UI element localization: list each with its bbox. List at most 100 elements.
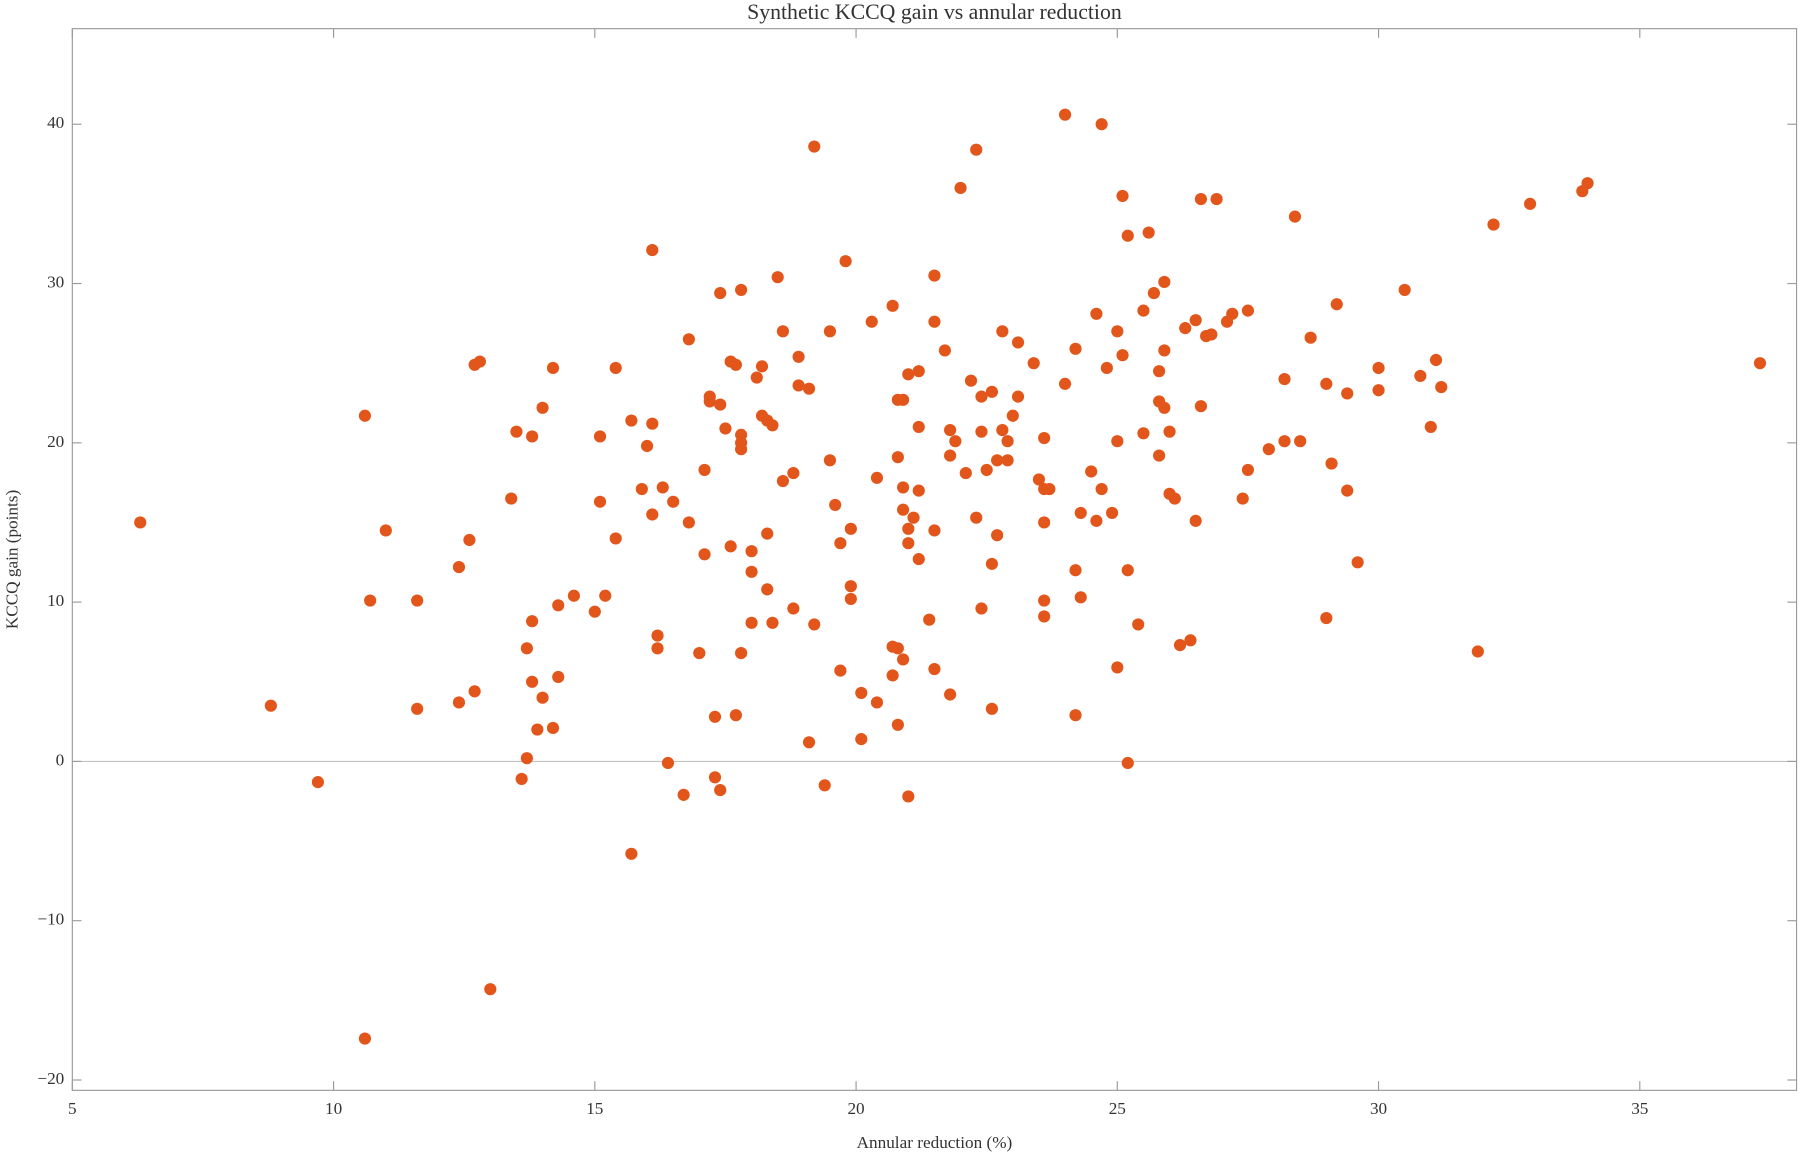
data-point (1320, 611, 1333, 625)
data-point (656, 481, 669, 494)
data-point (1090, 514, 1103, 527)
data-point (1241, 304, 1255, 317)
data-point (991, 454, 1004, 467)
x-axis-label: Annular reduction (%) (857, 1133, 1013, 1152)
data-point (1194, 400, 1207, 413)
data-point (1414, 369, 1427, 382)
data-point (1325, 457, 1338, 470)
data-point (1487, 218, 1500, 231)
data-point (792, 350, 805, 363)
data-point (818, 779, 831, 792)
data-point (949, 435, 962, 448)
data-point (1278, 373, 1291, 386)
data-point (714, 784, 727, 797)
y-tick-label: 30 (47, 272, 64, 291)
data-point (823, 454, 837, 467)
data-point (1100, 361, 1113, 375)
data-point (714, 398, 727, 411)
data-point (808, 140, 821, 153)
data-point (515, 772, 528, 786)
data-point (729, 358, 742, 371)
data-point (468, 685, 481, 698)
data-point (823, 325, 837, 338)
data-point (546, 721, 560, 735)
data-point (938, 344, 951, 357)
data-point (1205, 328, 1218, 341)
data-point (944, 449, 957, 462)
data-point (745, 616, 758, 629)
x-tick-label: 25 (1109, 1099, 1126, 1118)
data-point (593, 495, 607, 508)
data-point (364, 594, 377, 607)
data-point (787, 467, 800, 480)
data-point (1137, 304, 1150, 317)
data-point (1153, 365, 1166, 378)
x-tick-label: 5 (68, 1099, 77, 1118)
data-point (745, 565, 758, 578)
data-point (1085, 465, 1098, 478)
data-point (802, 382, 816, 395)
data-point (379, 524, 392, 537)
data-point (1132, 618, 1145, 631)
data-point (677, 788, 690, 801)
data-point (1523, 197, 1537, 210)
data-point (1142, 226, 1155, 239)
data-point (886, 299, 899, 312)
data-point (1006, 409, 1019, 422)
y-tick-label: −20 (37, 1069, 64, 1088)
data-point (1351, 556, 1364, 569)
data-point (1038, 594, 1051, 607)
data-point (891, 718, 904, 731)
data-point (526, 615, 539, 628)
data-point (855, 733, 868, 746)
data-point (928, 269, 941, 282)
data-point (646, 417, 659, 430)
data-point (1179, 322, 1192, 335)
data-point (912, 365, 925, 378)
data-point (536, 401, 549, 414)
data-point (264, 699, 277, 712)
data-point (1069, 709, 1082, 722)
data-point (897, 503, 910, 516)
data-point (484, 983, 497, 996)
data-point (750, 371, 763, 384)
data-point (599, 589, 612, 602)
data-point (1168, 492, 1181, 505)
data-point (839, 255, 852, 268)
data-point (985, 557, 998, 570)
data-point (1158, 275, 1171, 289)
data-point (452, 696, 466, 709)
data-point (954, 181, 967, 195)
data-point (1069, 342, 1082, 355)
data-point (646, 244, 659, 257)
data-point (698, 548, 711, 561)
data-point (1330, 298, 1343, 311)
data-point (970, 143, 983, 156)
data-point (698, 463, 711, 476)
data-point (1294, 435, 1307, 448)
data-point (1043, 482, 1056, 496)
data-point (1038, 610, 1051, 623)
data-point (536, 691, 549, 704)
data-point (526, 675, 539, 688)
data-point (1173, 639, 1187, 652)
data-point (724, 540, 737, 553)
data-point (719, 422, 732, 435)
data-point (1236, 492, 1249, 505)
data-point (944, 424, 957, 437)
data-point (667, 495, 680, 508)
data-point (1111, 435, 1124, 448)
data-point (1058, 377, 1072, 390)
data-point (1262, 443, 1275, 456)
data-point (1095, 118, 1108, 131)
data-point (358, 1032, 372, 1045)
data-point (787, 602, 800, 615)
data-point (1027, 357, 1040, 370)
data-point (1106, 506, 1119, 519)
data-point (552, 670, 565, 684)
data-point (907, 511, 920, 524)
data-point (635, 482, 648, 496)
data-point (912, 484, 925, 497)
data-point (552, 599, 565, 612)
